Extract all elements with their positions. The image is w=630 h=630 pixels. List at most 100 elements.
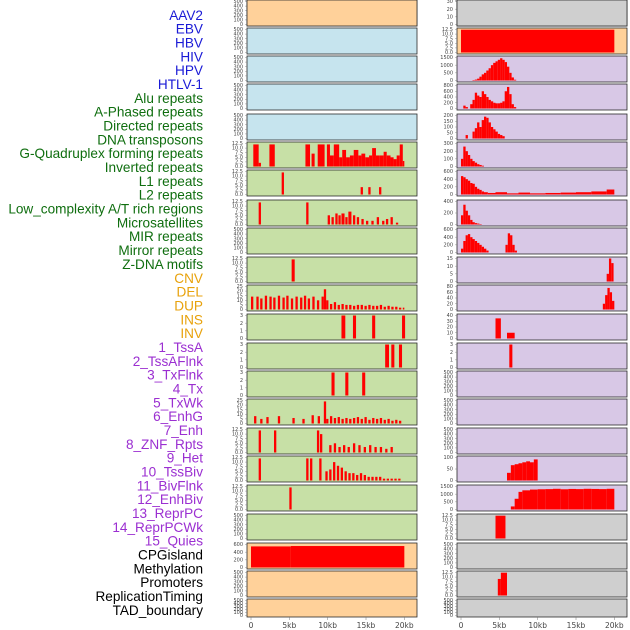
data-bar [470,219,473,225]
track-panel-bg [246,313,418,341]
data-bar [379,446,383,453]
track-label: Mirror repeats [118,243,203,258]
y-tick-label: 0.0 [235,507,243,513]
y-tick-label: 50 [447,130,453,136]
data-bar [341,213,345,225]
data-bar [472,131,475,139]
data-bar [461,158,464,167]
data-bar [477,122,480,139]
y-tick-label: 100 [233,589,243,595]
y-tick-label: 800 [443,83,453,89]
data-bar [343,445,346,453]
x-tick-label: 0 [249,621,254,630]
data-bar [395,222,399,225]
y-tick-label: 0 [240,613,243,619]
data-bar [606,273,609,282]
y-tick-label: 200 [443,441,453,447]
y-tick-label: 300 [443,436,453,442]
data-bar [277,295,281,310]
y-tick-label: 400 [443,235,453,241]
y-tick-label: 100 [443,389,453,395]
y-tick-label: 200 [443,242,453,248]
y-tick-label: 3 [450,342,453,348]
data-bar [375,476,378,481]
track-label: CPGisland [138,548,203,563]
track-panel-bg [246,455,418,483]
data-bar [306,202,309,225]
y-tick-label: 7.5 [445,579,453,585]
track-label: Methylation [133,561,203,576]
y-tick-label: 5.0 [235,155,243,161]
y-tick-label: 20 [447,7,453,13]
track-panel-bg [456,398,628,426]
data-bar [560,192,576,195]
y-tick-label: 400 [443,0,453,2]
data-bar [273,297,276,310]
data-bar [465,107,468,109]
y-tick-label: 400 [443,95,453,101]
y-tick-label: 0 [450,78,453,84]
data-bar [497,59,501,81]
y-tick-label: 0 [240,593,243,599]
data-bar [599,489,607,510]
data-bar [481,191,484,195]
data-bar [349,155,354,167]
y-tick-label: 10 [237,412,243,418]
track-label: INV [180,326,203,341]
data-bar [345,372,349,396]
data-bar [290,546,405,568]
y-tick-label: 300 [233,92,243,98]
data-bar [307,298,311,310]
data-bar [329,445,332,453]
y-tick-label: 100 [443,610,453,616]
data-bar [385,448,388,453]
data-bar [530,489,538,510]
data-bar [522,462,527,481]
data-bar [497,103,501,109]
y-tick-label: 0 [450,222,453,228]
data-bar [461,248,464,253]
y-tick-label: 200 [233,127,243,133]
y-tick-label: 20 [237,403,243,409]
track-label: Z-DNA motifs [122,257,203,272]
y-tick-label: 400 [233,88,243,94]
data-bar [349,418,352,424]
data-bar [511,77,514,81]
y-tick-label: 0 [450,507,453,513]
data-bar [479,127,482,139]
data-bar [465,235,468,253]
data-bar [481,165,484,167]
y-tick-label: 0.0 [235,164,243,170]
y-tick-label: 0 [450,450,453,456]
data-bar [383,306,386,310]
y-tick-label: 10.0 [232,489,243,495]
y-tick-label: 30 [447,0,453,5]
y-tick-label: 2.5 [235,446,243,452]
data-bar [300,297,303,310]
data-bar [356,217,360,225]
data-bar [390,478,393,481]
data-bar [371,476,374,481]
data-bar [481,91,484,109]
track-label: 6_EnhG [153,409,203,424]
track-label: 11_BivFlnk [137,478,203,493]
y-tick-label: 7.5 [235,178,243,184]
data-bar [364,305,367,310]
data-bar [383,419,386,424]
data-bar [509,344,513,368]
data-bar [303,295,307,310]
data-bar [339,157,343,167]
data-bar [274,430,277,453]
track-label: Inverted repeats [105,160,203,175]
track-panel-bg [456,427,628,455]
y-tick-label: 5.0 [445,527,453,533]
data-bar [591,488,599,510]
data-bar [258,458,261,481]
data-bar [486,250,489,253]
track-panel-bg [246,484,418,512]
data-bar [253,144,259,167]
x-tick-label: 5kb [492,621,506,630]
track-label: Microsatellites [117,215,203,230]
track-panel-bg [456,141,628,169]
y-tick-label: 10.0 [442,575,453,581]
